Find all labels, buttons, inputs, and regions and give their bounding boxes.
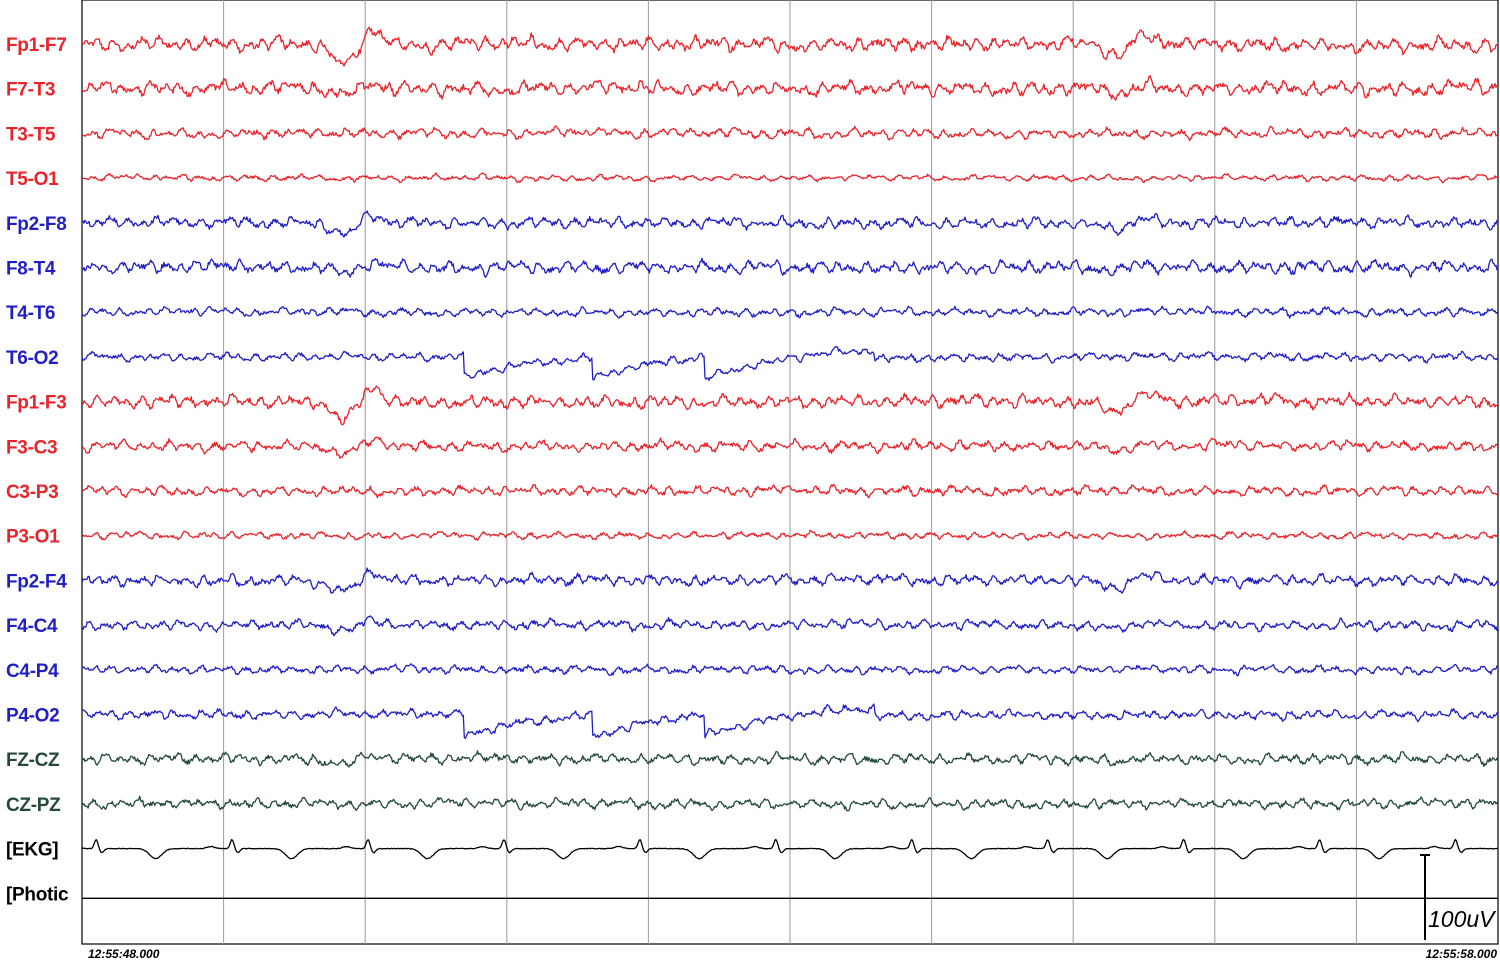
channel-trace-10 bbox=[81, 436, 1499, 459]
channel-label-17: FZ-CZ bbox=[6, 750, 60, 771]
channel-trace-2 bbox=[81, 75, 1499, 101]
scale-bar-label: 100uV bbox=[1428, 906, 1497, 932]
channel-trace-12 bbox=[81, 529, 1499, 542]
channel-trace-6 bbox=[81, 257, 1499, 278]
channel-label-2: F7-T3 bbox=[6, 80, 55, 101]
channel-label-1: Fp1-F7 bbox=[6, 35, 66, 56]
channel-trace-4 bbox=[81, 172, 1499, 184]
channel-trace-19 bbox=[81, 838, 1499, 860]
channel-label-20: [Photic bbox=[6, 884, 69, 905]
channel-trace-14 bbox=[81, 615, 1499, 637]
channel-trace-3 bbox=[82, 125, 1499, 142]
channel-label-10: F3-C3 bbox=[6, 437, 57, 458]
channel-label-6: F8-T4 bbox=[6, 259, 56, 280]
channel-label-19: [EKG] bbox=[6, 840, 58, 861]
channel-trace-9 bbox=[81, 385, 1499, 426]
channel-labels: Fp1-F7 F7-T3 T3-T5 T5-O1 Fp2-F8 F8-T4 T4-T6 T6-… bbox=[6, 35, 69, 905]
channel-label-16: P4-O2 bbox=[6, 706, 59, 727]
channel-label-11: C3-P3 bbox=[6, 482, 58, 503]
channel-label-14: F4-C4 bbox=[6, 616, 58, 637]
channel-trace-17 bbox=[81, 750, 1499, 768]
channel-label-13: Fp2-F4 bbox=[6, 571, 67, 592]
channel-label-4: T5-O1 bbox=[6, 169, 59, 190]
channel-label-5: Fp2-F8 bbox=[6, 214, 66, 235]
channel-trace-15 bbox=[81, 663, 1499, 677]
scale-bar: 100uV bbox=[1420, 854, 1497, 940]
channel-trace-13 bbox=[81, 567, 1499, 594]
channel-label-9: Fp1-F3 bbox=[6, 393, 66, 414]
channel-traces bbox=[81, 26, 1499, 899]
channel-label-8: T6-O2 bbox=[6, 348, 58, 369]
channel-label-12: P3-O1 bbox=[6, 527, 60, 548]
channel-trace-7 bbox=[81, 305, 1499, 319]
time-grid bbox=[223, 0, 1357, 944]
channel-trace-1 bbox=[81, 26, 1499, 67]
channel-trace-5 bbox=[81, 210, 1499, 238]
time-start-label: 12:55:48.000 bbox=[88, 947, 160, 961]
channel-trace-18 bbox=[81, 795, 1499, 812]
channel-label-7: T4-T6 bbox=[6, 303, 55, 324]
channel-trace-8 bbox=[81, 345, 1499, 381]
channel-trace-16 bbox=[81, 703, 1499, 740]
channel-trace-11 bbox=[81, 483, 1499, 499]
channel-label-18: CZ-PZ bbox=[6, 795, 61, 816]
channel-label-3: T3-T5 bbox=[6, 124, 56, 145]
time-end-label: 12:55:58.000 bbox=[1426, 947, 1498, 961]
channel-label-15: C4-P4 bbox=[6, 661, 59, 682]
